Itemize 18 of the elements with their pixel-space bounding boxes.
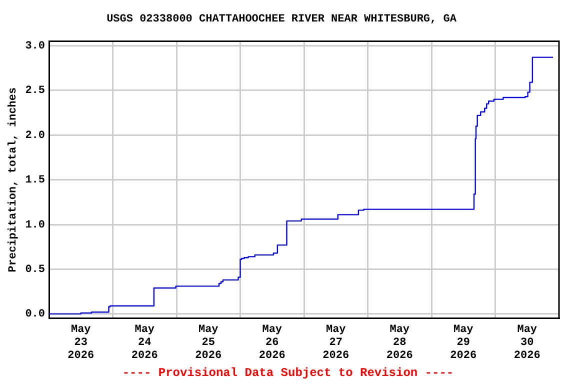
x-tick-label: May 23 2026	[68, 324, 94, 362]
x-tick-label: May 26 2026	[258, 324, 286, 362]
x-tick-label: May 28 2026	[386, 324, 413, 362]
y-tick-label: 0.5	[25, 264, 46, 276]
x-tick-label: May 24 2026	[131, 324, 158, 362]
y-tick-label: 2.5	[25, 85, 46, 98]
chart-title: USGS 02338000 CHATTAHOOCHEE RIVER NEAR WHITESBURG, GA	[106, 13, 457, 26]
y-tick-label: 3.0	[25, 40, 46, 52]
x-tick-label: May 25 2026	[195, 324, 222, 362]
text: ---- Provisional Data Subject to Revision ----	[121, 366, 455, 380]
x-tick-label: May 29 2026	[450, 324, 477, 362]
y-axis-title: Precipitation, total, inches	[7, 87, 20, 272]
y-tick-label: 1.0	[25, 219, 46, 232]
x-tick-label: May 27 2026	[322, 324, 350, 362]
y-tick-label: 0.0	[25, 308, 46, 321]
y-tick-label: 2.0	[25, 130, 46, 142]
y-tick-label: 1.5	[25, 174, 46, 187]
x-tick-label: May 30 2026	[514, 324, 540, 362]
